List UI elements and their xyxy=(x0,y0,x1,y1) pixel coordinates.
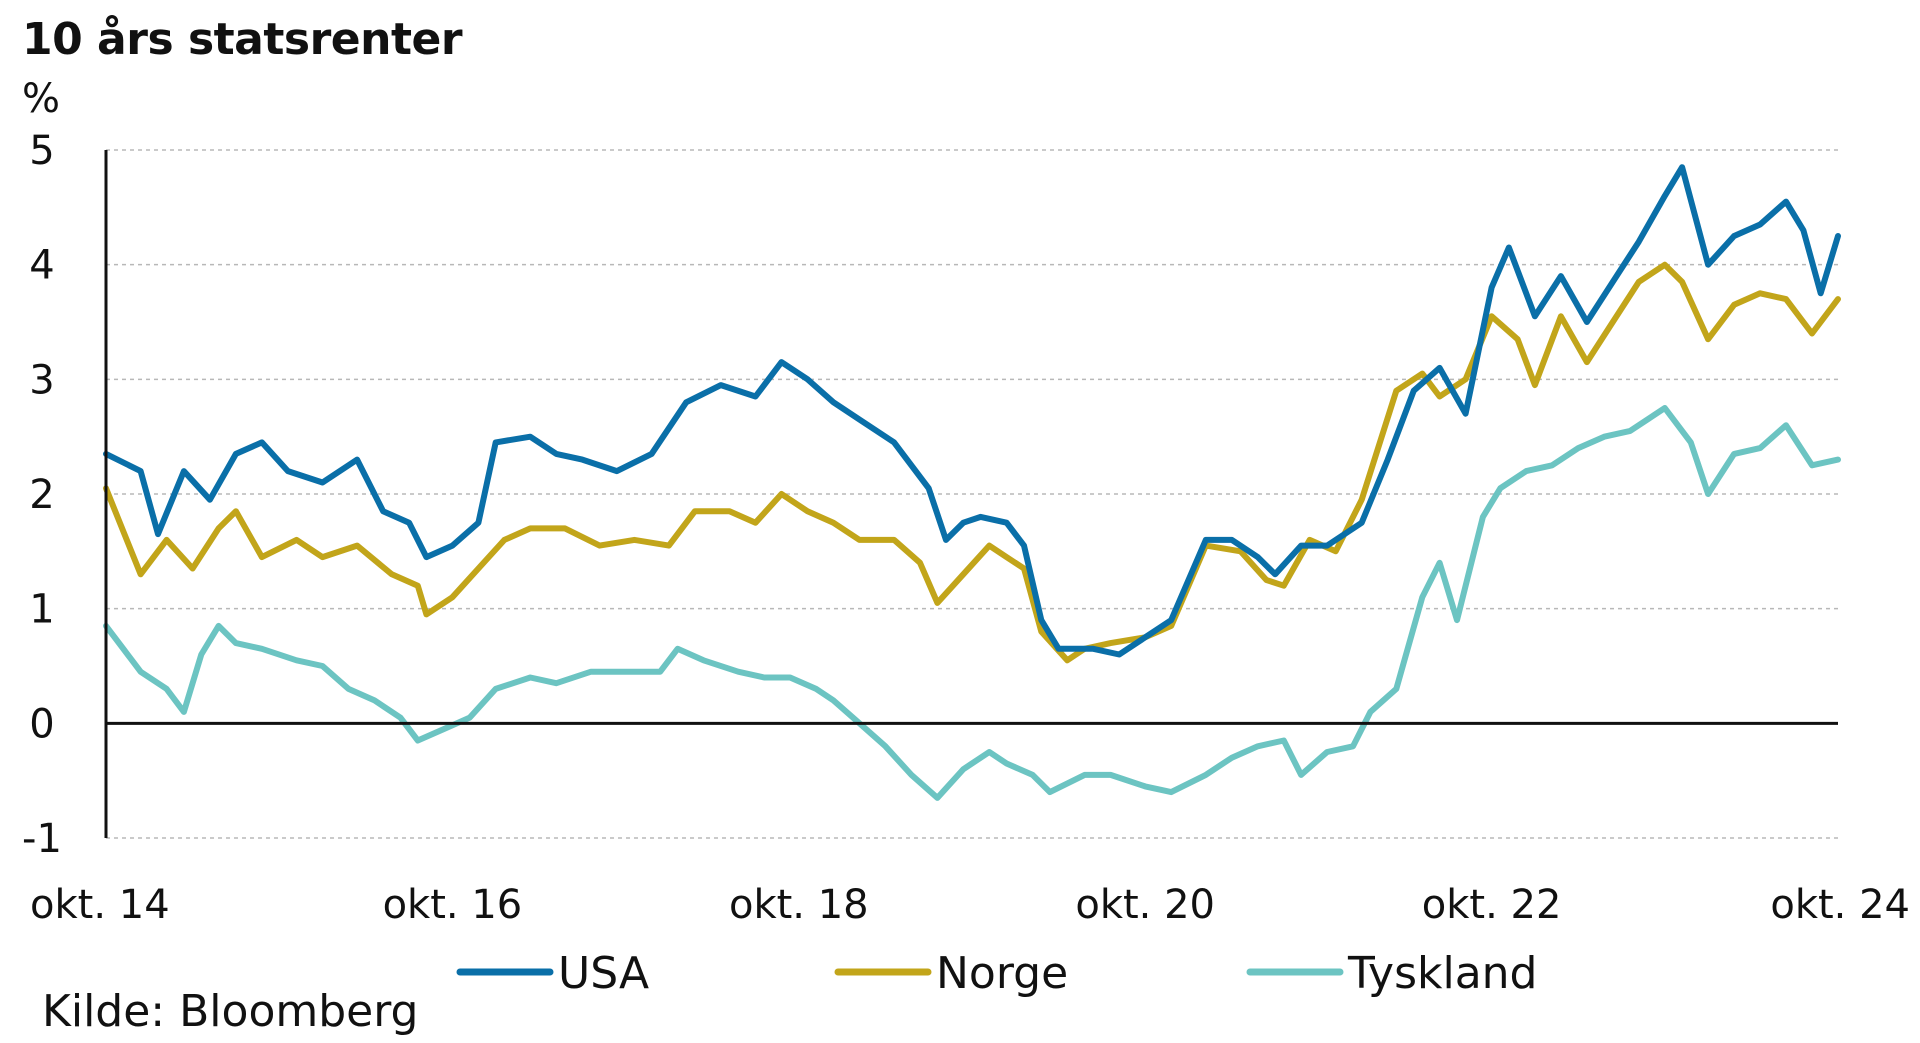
y-axis-ticks: 5 4 3 2 1 0 -1 xyxy=(22,128,62,862)
x-tick-label: okt. 16 xyxy=(383,882,523,928)
y-tick-label: 0 xyxy=(29,701,54,747)
y-tick-label: 2 xyxy=(29,472,54,518)
x-axis-ticks: okt. 14 okt. 16 okt. 18 okt. 20 okt. 22 okt. … xyxy=(30,882,1910,928)
y-tick-label: 1 xyxy=(29,587,54,633)
y-tick-label: 4 xyxy=(29,243,54,289)
legend-item-norge: Norge xyxy=(834,948,1068,999)
x-tick-label: okt. 22 xyxy=(1422,882,1562,928)
x-tick-label: okt. 24 xyxy=(1770,882,1910,928)
y-tick-label: -1 xyxy=(22,816,62,862)
series-lines xyxy=(103,164,1841,801)
x-tick-label: okt. 18 xyxy=(729,882,869,928)
legend: USA Norge Tyskland xyxy=(456,948,1537,999)
legend-label: Norge xyxy=(936,948,1068,999)
legend-item-tyskland: Tyskland xyxy=(1246,948,1537,999)
legend-item-usa: USA xyxy=(456,948,649,999)
legend-label: USA xyxy=(558,948,649,999)
gridlines xyxy=(106,149,1838,839)
x-tick-label: okt. 20 xyxy=(1075,882,1215,928)
legend-label: Tyskland xyxy=(1347,948,1537,999)
chart-title: 10 års statsrenter xyxy=(22,14,463,65)
source-note: Kilde: Bloomberg xyxy=(42,986,418,1037)
y-tick-label: 3 xyxy=(29,357,54,403)
series-line-norge xyxy=(103,261,1841,664)
series-line-usa xyxy=(103,164,1841,658)
x-tick-label: okt. 14 xyxy=(30,882,170,928)
y-axis-unit-label: % xyxy=(22,76,60,122)
series-line-tyskland xyxy=(103,405,1841,801)
y-tick-label: 5 xyxy=(29,128,54,174)
